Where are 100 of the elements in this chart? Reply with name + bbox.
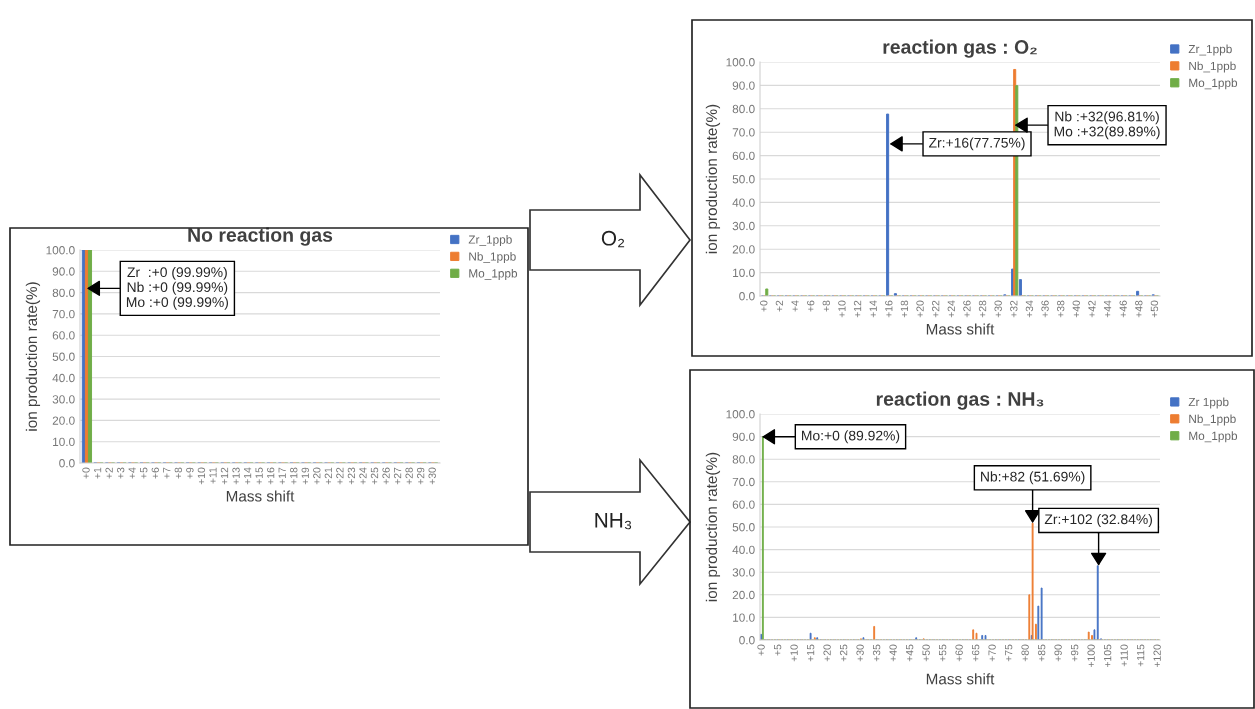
legend-label: Zr_1ppb [468,235,512,247]
text: O₂ [601,230,625,248]
x-tick-label: +6 [151,467,159,479]
y-tick-label: 100.0 [726,410,755,419]
x-tick-label: +4 [128,467,136,479]
y-axis-title: ion production rate(%) [25,282,41,431]
x-tick-label: +3 [116,467,125,479]
x-tick-label: +26 [382,467,390,485]
x-tick-label: +2 [105,467,113,479]
x-tick-label: +2 [775,300,784,312]
x-tick-label: +22 [336,467,344,485]
x-tick-label: +30 [856,644,864,662]
annotation: Nb:+82 (51.69%) [981,471,1085,485]
x-tick-label: +25 [370,467,379,485]
x-tick-label: +120 [1153,644,1161,668]
y-tick-label: 30.0 [732,221,755,231]
y-tick-label: 50.0 [732,523,755,532]
x-tick-label: +13 [232,467,240,485]
y-tick-label: 30.0 [732,568,755,577]
x-tick-label: +25 [839,644,848,662]
y-tick-label: 20.0 [52,416,75,425]
y-tick-label: 10.0 [53,437,75,447]
x-tick-label: +110 [1120,644,1128,667]
x-tick-label: +50 [1150,300,1159,318]
x-tick-label: +20 [313,467,321,485]
x-tick-label: +10 [838,300,846,318]
y-tick-label: 0.0 [739,292,755,301]
x-tick-label: +45 [906,644,914,662]
x-tick-label: +55 [939,644,947,662]
y-tick-label: 60.0 [732,151,755,160]
x-tick-label: +0 [82,467,90,479]
x-tick-label: +50 [922,644,930,662]
x-tick-label: +65 [971,644,980,662]
x-tick-label: +18 [900,300,909,318]
x-tick-label: +23 [347,467,356,485]
x-tick-label: +10 [790,644,798,662]
y-tick-label: 10.0 [733,268,755,277]
x-tick-label: +5 [140,467,148,479]
x-tick-label: +80 [1021,644,1029,662]
x-tick-label: +17 [278,467,286,485]
x-tick-label: +12 [853,300,862,318]
x-tick-label: +46 [1119,300,1127,318]
x-tick-label: +16 [885,300,893,318]
x-tick-label: +8 [174,467,183,479]
x-tick-label: +90 [1054,644,1062,662]
y-tick-label: 70.0 [732,477,755,487]
y-tick-label: 20.0 [732,590,755,600]
y-tick-label: 80.0 [732,455,755,464]
y-tick-label: 60.0 [52,331,75,340]
x-tick-label: +40 [1072,300,1080,318]
x-tick-label: +14 [869,300,877,318]
x-tick-label: +60 [955,644,963,662]
x-tick-label: +44 [1103,300,1112,318]
y-tick-label: 40.0 [732,545,755,554]
annotation: Mo:+0 (89.92%) [802,430,900,444]
chart-title: No reaction gas [188,227,333,246]
x-tick-label: +16 [266,467,275,485]
x-axis-title: Mass shift [926,323,995,335]
x-tick-label: +100 [1087,644,1095,668]
legend-label: Zr 1ppb [1188,397,1229,409]
x-tick-label: +14 [243,467,252,485]
x-tick-label: +32 [1010,300,1018,318]
legend-label: Nb_1ppb [1189,414,1236,426]
x-tick-label: +22 [931,300,940,318]
y-tick-label: 90.0 [52,267,75,276]
x-tick-label: +20 [823,644,831,662]
legend-label: Nb_1ppb [469,251,516,263]
y-tick-label: 90.0 [732,81,755,90]
y-axis-title: ion production rate(%) [705,452,721,602]
x-tick-label: +6 [806,300,815,312]
x-tick-label: +24 [947,300,955,318]
x-tick-label: +105 [1103,644,1112,668]
text: NH₃ [595,513,632,530]
x-tick-label: +28 [405,467,413,485]
chart-title: reaction gas : NH₃ [876,391,1044,410]
y-tick-label: 80.0 [52,288,75,297]
x-tick-label: +9 [186,467,194,479]
x-axis-title: Mass shift [226,490,295,502]
x-tick-label: +12 [220,467,229,485]
y-axis-title: ion production rate(%) [705,104,721,254]
y-tick-label: 90.0 [732,432,755,441]
x-tick-label: +42 [1088,300,1096,318]
annotation: Zr :+0 (99.99%) Nb :+0 (99.99%) Mo :+0 (99.99%) [126,266,229,310]
x-tick-label: +15 [807,644,815,662]
y-tick-label: 20.0 [732,245,755,254]
x-tick-label: +30 [428,467,436,485]
y-tick-label: 50.0 [732,175,755,184]
y-tick-label: 70.0 [52,309,75,319]
chart-title: reaction gas : O₂ [883,39,1037,58]
x-tick-label: +115 [1137,644,1145,667]
y-tick-label: 100.0 [46,246,75,255]
x-tick-label: +1 [93,467,102,479]
x-tick-label: +24 [359,467,367,485]
x-tick-label: +21 [324,467,332,485]
legend-label: Mo_1ppb [469,268,518,280]
x-tick-label: +28 [978,300,987,318]
x-tick-label: +0 [760,300,768,312]
y-tick-label: 100.0 [726,58,755,67]
x-tick-label: +95 [1070,644,1079,662]
x-tick-label: +30 [994,300,1002,318]
